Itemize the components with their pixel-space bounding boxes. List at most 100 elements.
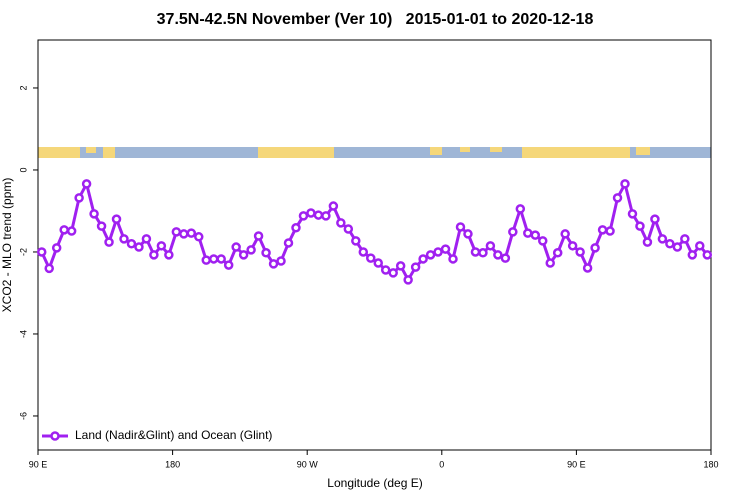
data-point — [665, 239, 675, 249]
data-point — [81, 179, 92, 189]
data-point — [223, 260, 234, 270]
data-point — [74, 193, 84, 203]
data-point — [276, 256, 286, 266]
data-point — [343, 224, 354, 234]
data-point — [627, 209, 638, 219]
data-point — [328, 201, 339, 211]
data-point — [238, 250, 249, 260]
data-point — [493, 250, 503, 260]
data-point — [366, 253, 376, 263]
data-point — [672, 242, 683, 252]
data-point — [321, 211, 331, 221]
data-point — [59, 225, 69, 235]
y-axis-label: XCO2 - MLO trend (ppm) — [0, 178, 14, 313]
data-point — [695, 241, 705, 251]
data-point — [291, 223, 301, 233]
data-point — [657, 234, 668, 244]
data-point — [351, 236, 361, 246]
data-point — [111, 214, 122, 224]
data-point — [51, 243, 62, 253]
data-point — [485, 241, 496, 251]
data-point — [605, 226, 615, 236]
data-point — [575, 247, 585, 257]
data-point — [478, 248, 488, 258]
data-point — [164, 250, 174, 260]
data-point — [96, 221, 107, 231]
x-tick-label: 180 — [165, 459, 180, 469]
data-point — [358, 247, 369, 257]
data-point — [425, 250, 436, 260]
x-tick-label: 90 E — [567, 459, 586, 469]
data-point — [418, 254, 428, 264]
data-point — [156, 241, 167, 251]
data-point — [253, 231, 264, 241]
x-axis-label: Longitude (deg E) — [327, 476, 422, 490]
data-point — [687, 250, 698, 260]
data-point — [530, 230, 541, 240]
data-point — [635, 221, 645, 231]
y-tick-label: -2 — [18, 248, 28, 256]
legend-marker — [50, 431, 60, 441]
data-point — [186, 228, 197, 238]
data-point — [702, 250, 713, 260]
data-point — [141, 234, 152, 244]
data-point — [680, 234, 690, 244]
data-point — [268, 259, 279, 269]
data-point — [149, 250, 159, 260]
land-ocean-strip — [38, 147, 711, 158]
data-point — [395, 261, 406, 271]
plot-frame — [37, 39, 712, 451]
data-point — [500, 253, 511, 263]
data-point — [283, 238, 294, 248]
data-point — [336, 218, 346, 228]
data-point — [642, 237, 653, 247]
data-point — [208, 254, 219, 264]
data-point — [134, 242, 144, 252]
data-point — [515, 204, 526, 214]
data-point — [560, 229, 570, 239]
y-tick-label: -6 — [18, 412, 28, 420]
data-point — [298, 211, 309, 221]
data-point — [261, 248, 271, 258]
data-point — [231, 242, 241, 252]
x-tick-label: 180 — [703, 459, 718, 469]
chart-title: 37.5N-42.5N November (Ver 10) 2015-01-01… — [157, 11, 594, 28]
x-tick-label: 0 — [439, 459, 444, 469]
data-point — [620, 179, 630, 189]
y-tick-label: 0 — [18, 167, 28, 172]
data-point — [545, 258, 555, 268]
data-point — [403, 275, 413, 285]
data-point — [440, 244, 451, 254]
data-point — [463, 229, 473, 239]
data-point — [470, 247, 481, 257]
data-point — [36, 247, 47, 257]
y-tick-label: 2 — [18, 85, 28, 90]
data-point — [44, 263, 54, 274]
data-point — [104, 237, 114, 247]
data-point — [582, 263, 593, 273]
data-point — [194, 232, 204, 242]
data-point — [201, 255, 211, 265]
data-point — [410, 262, 421, 272]
data-point — [119, 234, 129, 244]
x-tick-label: 90 W — [297, 459, 319, 469]
data-point — [126, 239, 137, 249]
data-point — [433, 247, 443, 257]
data-point — [66, 226, 77, 236]
data-point — [508, 227, 518, 237]
data-point — [597, 225, 608, 235]
data-point — [590, 243, 600, 253]
data-point — [373, 258, 383, 268]
data-point — [538, 236, 548, 246]
data-point — [380, 265, 391, 275]
data-point — [388, 268, 398, 278]
data-point — [89, 209, 99, 219]
data-point — [246, 245, 256, 255]
data-point — [216, 254, 226, 264]
legend-label: Land (Nadir&Glint) and Ocean (Glint) — [75, 428, 272, 442]
data-point — [612, 193, 623, 203]
data-point — [523, 228, 533, 238]
data-point — [455, 222, 466, 232]
data-point — [552, 248, 563, 258]
